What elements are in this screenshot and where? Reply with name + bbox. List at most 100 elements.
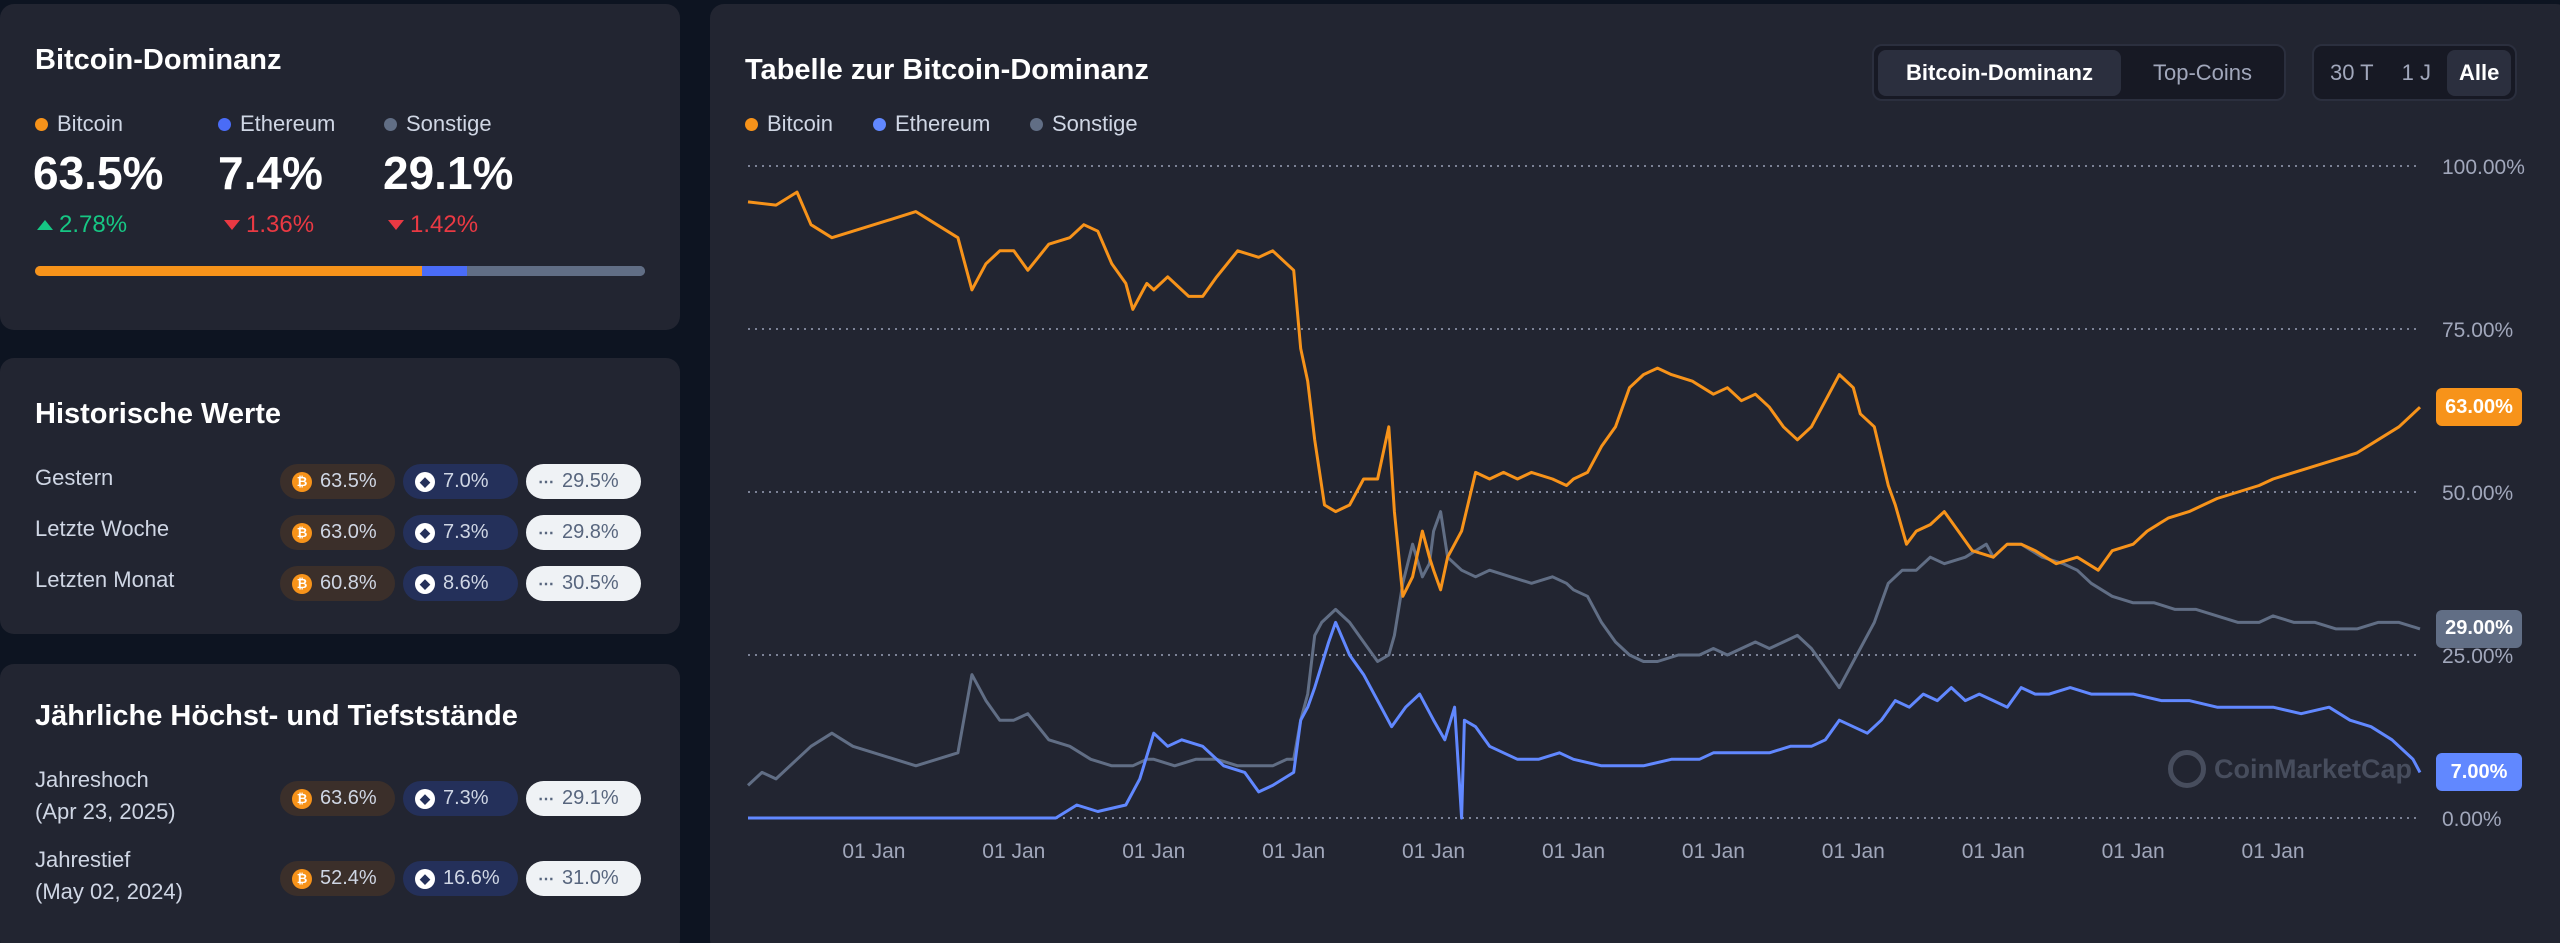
yearly-date: (Apr 23, 2025): [35, 799, 176, 824]
change-value: 1.42%: [410, 211, 479, 238]
pill-value: 16.6%: [443, 867, 500, 889]
arrow-down-icon: [224, 220, 240, 230]
x-tick-label: 01 Jan: [2242, 840, 2305, 863]
ethereum-dominance-value: 7.4%: [218, 147, 323, 199]
pill-value: 7.3%: [443, 521, 489, 543]
legend-label: Sonstige: [406, 111, 492, 136]
more-icon: ⋯: [538, 575, 554, 593]
dominance-chart: 100.00% 75.00% 50.00% 25.00% 0.00% 01 Jan 01 J…: [746, 156, 2525, 863]
pill-value: 7.3%: [443, 787, 489, 809]
pill-value: 52.4%: [320, 867, 377, 889]
y-tick-label: 50.00%: [2442, 482, 2513, 505]
chart-card: 100.00% 75.00% 50.00% 25.00% 0.00% 01 Jan 01 J…: [710, 4, 2560, 943]
other-pill: ⋯ 30.5%: [526, 566, 641, 601]
other-dot-icon: [384, 117, 397, 131]
other-pill: ⋯ 29.5%: [526, 464, 641, 499]
bitcoin-icon: ₿: [292, 471, 312, 492]
other-dominance-value: 29.1%: [383, 147, 514, 199]
ethereum-icon: ◆: [415, 788, 435, 809]
legend-label: Bitcoin: [57, 111, 124, 136]
pill-value: 8.6%: [443, 572, 489, 594]
yearly-label: Jahreshoch: [35, 767, 149, 792]
history-row-label: Letzten Monat: [35, 567, 175, 592]
pill-value: 30.5%: [562, 572, 619, 594]
ethereum-pill: ◆ 7.0%: [403, 464, 518, 499]
other-change: 1.42%: [388, 211, 478, 239]
change-value: 1.36%: [246, 211, 315, 238]
bitcoin-pill: ₿ 63.6%: [280, 781, 395, 816]
coinmarketcap-watermark: CoinMarketCap: [2168, 750, 2412, 788]
chart-axis: 100.00% 75.00% 50.00% 25.00% 0.00% 01 Jan 01 J…: [842, 156, 2525, 863]
history-row-label: Gestern: [35, 465, 114, 490]
bitcoin-pill: ₿ 63.5%: [280, 464, 395, 499]
history-row-label: Letzte Woche: [35, 516, 170, 541]
x-tick-label: 01 Jan: [1682, 840, 1745, 863]
pill-value: 63.5%: [320, 470, 377, 492]
more-icon: ⋯: [538, 870, 554, 888]
ethereum-icon: ◆: [415, 471, 435, 492]
current-ethereum-label: 7.00%: [2436, 753, 2522, 792]
yearly-date: (May 02, 2024): [35, 879, 183, 904]
coinmarketcap-logo-icon: [2168, 750, 2206, 788]
tab-top-coins[interactable]: Top-Coins: [2153, 59, 2253, 85]
pill-value: 7.0%: [443, 470, 489, 492]
ethereum-pill: ◆ 16.6%: [403, 861, 518, 896]
bitcoin-icon: ₿: [292, 868, 312, 889]
dominance-bar-ethereum: [422, 266, 468, 276]
dominance-bar-bitcoin: [35, 266, 423, 276]
watermark-text: CoinMarketCap: [2214, 753, 2413, 784]
history-row-yesterday: ₿ 63.5% ◆ 7.0% ⋯ 29.5%: [280, 464, 641, 499]
ethereum-change: 1.36%: [224, 211, 314, 239]
ethereum-dot-icon: [873, 117, 886, 131]
yearly-title: Jährliche Höchst- und Tiefststände: [35, 700, 518, 732]
yearly-card: Jährliche Höchst- und Tiefststände Jahre…: [0, 664, 680, 943]
range-all[interactable]: Alle: [2446, 49, 2512, 96]
dominance-bar-other: [467, 266, 645, 276]
more-icon: ⋯: [538, 524, 554, 542]
pill-value: 63.0%: [320, 521, 377, 543]
more-icon: ⋯: [538, 473, 554, 491]
range-1-year[interactable]: 1 J: [2401, 59, 2431, 85]
series-line-sonstige: [746, 510, 2421, 787]
chart-legend-other[interactable]: Sonstige: [1030, 111, 1138, 137]
ethereum-dot-icon: [218, 117, 231, 131]
bitcoin-dot-icon: [745, 117, 758, 131]
pill-value: 29.5%: [562, 470, 619, 492]
dominance-title: Bitcoin-Dominanz: [35, 44, 282, 76]
legend-label: Sonstige: [1052, 111, 1138, 136]
ethereum-pill: ◆ 8.6%: [403, 566, 518, 601]
bitcoin-icon: ₿: [292, 788, 312, 809]
pill-value: 31.0%: [562, 867, 619, 889]
x-tick-label: 01 Jan: [842, 840, 905, 863]
range-30-days[interactable]: 30 T: [2330, 59, 2374, 85]
bitcoin-pill: ₿ 52.4%: [280, 861, 395, 896]
y-tick-label: 100.00%: [2442, 156, 2525, 179]
bitcoin-icon: ₿: [292, 522, 312, 543]
range-toggle: 30 T 1 J Alle: [2312, 44, 2518, 101]
bitcoin-dot-icon: [35, 117, 48, 131]
y-tick-label: 75.00%: [2442, 319, 2513, 342]
bitcoin-pill: ₿ 60.8%: [280, 566, 395, 601]
history-title: Historische Werte: [35, 398, 282, 430]
ethereum-pill: ◆ 7.3%: [403, 515, 518, 550]
pill-value: 29.1%: [562, 787, 619, 809]
ethereum-icon: ◆: [415, 868, 435, 889]
dominance-card: Bitcoin-Dominanz Bitcoin Ethereum Sonsti…: [0, 4, 680, 330]
more-icon: ⋯: [538, 790, 554, 808]
bitcoin-pill: ₿ 63.0%: [280, 515, 395, 550]
x-tick-label: 01 Jan: [1402, 840, 1465, 863]
chart-legend-ethereum[interactable]: Ethereum: [873, 111, 990, 137]
dominance-bar: [35, 266, 645, 276]
chart-type-toggle: Bitcoin-Dominanz Top-Coins: [1872, 44, 2287, 101]
legend-label: Bitcoin: [767, 111, 834, 136]
legend-ethereum: Ethereum: [218, 111, 335, 137]
history-row-last-week: ₿ 63.0% ◆ 7.3% ⋯ 29.8%: [280, 515, 641, 550]
y-tick-label: 25.00%: [2442, 645, 2513, 668]
x-tick-label: 01 Jan: [2102, 840, 2165, 863]
legend-bitcoin: Bitcoin: [35, 111, 123, 137]
tab-bitcoin-dominance[interactable]: Bitcoin-Dominanz: [1878, 49, 2121, 96]
chart-series: [746, 190, 2422, 820]
chart-legend-bitcoin[interactable]: Bitcoin: [745, 111, 833, 137]
x-tick-label: 01 Jan: [982, 840, 1045, 863]
series-line-bitcoin: [747, 190, 2422, 598]
